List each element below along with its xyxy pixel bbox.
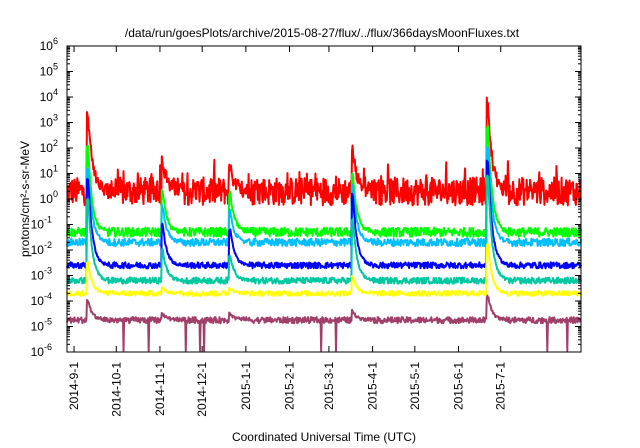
x-tick-label: 2015-3-1 — [322, 362, 336, 410]
x-tick-label: 2015-1-1 — [239, 362, 253, 410]
x-axis: 2014-9-1 2014-10-1 2014-11-1 2014-12-1 2015-… — [67, 46, 508, 417]
y-tick-label: 10-3 — [31, 266, 52, 283]
series-line — [66, 96, 582, 207]
series-line — [66, 159, 582, 270]
y-tick-label: 10-2 — [31, 240, 52, 257]
y-tick-label: 10-5 — [31, 317, 52, 334]
x-tick-label: 2015-6-1 — [451, 362, 465, 410]
series-layer — [66, 96, 582, 352]
x-tick-label: 2015-5-1 — [408, 362, 422, 410]
y-tick-label: 10-6 — [31, 342, 52, 359]
x-tick-label: 2014-10-1 — [109, 362, 123, 417]
x-tick-label: 2014-9-1 — [67, 362, 81, 410]
series-line — [66, 294, 582, 352]
series-line — [66, 243, 582, 297]
y-tick-label: 10-4 — [31, 291, 52, 308]
y-tick-label: 10-1 — [31, 215, 52, 232]
series-line — [66, 146, 582, 248]
x-tick-label: 2014-11-1 — [153, 362, 167, 416]
x-tick-label: 2015-4-1 — [366, 362, 380, 410]
series-line — [66, 174, 582, 285]
y-axis: 10-6 10-5 10-4 10-3 10-2 10-1 100 101 102 103 104 1… — [31, 36, 581, 359]
x-tick-label: 2015-7-1 — [494, 362, 508, 410]
y-tick-label: 105 — [40, 62, 58, 79]
y-tick-label: 103 — [40, 113, 58, 130]
chart-title: /data/run/goesPlots/archive/2015-08-27/f… — [125, 26, 520, 40]
y-tick-label: 104 — [40, 87, 58, 104]
y-tick-label: 101 — [40, 164, 58, 181]
y-tick-label: 100 — [40, 189, 58, 206]
y-tick-label: 102 — [40, 138, 58, 155]
x-tick-label: 2014-12-1 — [195, 362, 209, 417]
y-axis-label: protons/cm²-s-sr-MeV — [18, 141, 32, 257]
x-tick-label: 2015-2-1 — [282, 362, 296, 410]
x-axis-label: Coordinated Universal Time (UTC) — [232, 430, 416, 444]
y-tick-label: 106 — [40, 36, 58, 53]
series-line — [66, 124, 582, 238]
